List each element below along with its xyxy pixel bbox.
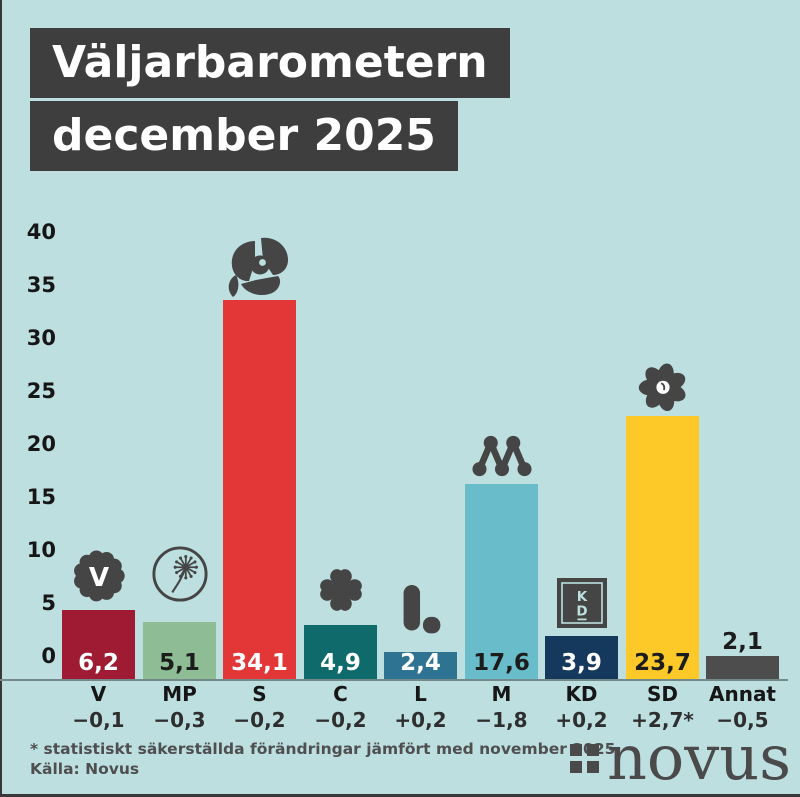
centerpartiet-clover-icon — [312, 561, 370, 619]
bar-value-MP: 5,1 — [159, 650, 200, 676]
change-label-KD: +0,2 — [555, 708, 608, 732]
bar-value-C: 4,9 — [320, 650, 361, 676]
party-label-C: C — [333, 682, 348, 706]
bar-value-V: 6,2 — [78, 650, 119, 676]
y-tick-label-0: 0 — [41, 644, 56, 668]
bar-S — [223, 300, 296, 679]
source-text: Källa: Novus — [30, 760, 140, 778]
bar-C — [304, 625, 377, 679]
change-label-S: −0,2 — [233, 708, 286, 732]
bar-KD — [545, 636, 618, 679]
party-label-L: L — [414, 682, 427, 706]
svg-text:V: V — [89, 563, 110, 593]
change-label-V: −0,1 — [72, 708, 125, 732]
party-label-KD: KD — [565, 682, 598, 706]
svg-text:D: D — [576, 604, 587, 620]
party-label-SD: SD — [646, 682, 678, 706]
moderaterna-m-icon — [472, 433, 532, 479]
footnote-text: * statistiskt säkerställda förändringar … — [30, 740, 622, 758]
party-label-MP: MP — [162, 682, 197, 706]
change-label-M: −1,8 — [475, 708, 528, 732]
svg-text:K: K — [577, 589, 588, 605]
socialdemokraterna-rose-icon — [227, 234, 293, 300]
bar-Annat — [706, 656, 779, 679]
bar-value-S: 34,1 — [231, 650, 288, 676]
y-tick-label-10: 10 — [26, 538, 56, 562]
bottom-edge-border — [0, 794, 800, 797]
change-label-C: −0,2 — [314, 708, 367, 732]
footer: * statistiskt säkerställda förändringar … — [30, 739, 621, 779]
kristdemokraterna-kd-icon: K D — [557, 578, 607, 628]
bar-value-L: 2,4 — [400, 650, 441, 676]
vansterpartiet-carnation-icon: V — [71, 547, 127, 603]
bar-SD — [626, 416, 699, 679]
party-label-M: M — [491, 682, 512, 706]
bar-value-M: 17,6 — [473, 650, 530, 676]
change-label-L: +0,2 — [394, 708, 447, 732]
novus-wordmark: novus — [607, 721, 792, 794]
change-label-Annat: −0,5 — [716, 708, 769, 732]
title-line-2: december 2025 — [30, 101, 458, 171]
y-tick-label-30: 30 — [26, 326, 56, 350]
y-tick-label-15: 15 — [26, 485, 56, 509]
novus-logo: novus — [570, 721, 792, 794]
left-edge-border — [0, 0, 2, 797]
party-label-S: S — [252, 682, 267, 706]
bar-L — [384, 652, 457, 679]
party-label-Annat: Annat — [708, 682, 776, 706]
bar-M — [465, 484, 538, 679]
title-line-1: Väljarbarometern — [30, 28, 510, 98]
page-title: Väljarbarometern december 2025 — [30, 28, 510, 171]
novus-squares-icon — [570, 743, 599, 773]
bar-MP — [143, 622, 216, 679]
sverigedemokraterna-flower-icon — [628, 359, 698, 412]
bar-V — [62, 610, 135, 679]
y-tick-label-5: 5 — [41, 591, 56, 615]
change-label-MP: −0,3 — [153, 708, 206, 732]
y-tick-label-25: 25 — [26, 379, 56, 403]
bar-value-KD: 3,9 — [561, 650, 602, 676]
change-label-SD: +2,7* — [631, 708, 694, 732]
bar-value-Annat: 2,1 — [722, 629, 763, 655]
y-tick-label-40: 40 — [26, 220, 56, 244]
y-tick-label-20: 20 — [26, 432, 56, 456]
party-label-V: V — [90, 682, 107, 706]
bar-value-SD: 23,7 — [634, 650, 691, 676]
liberalerna-l-icon — [397, 585, 445, 645]
x-axis-line — [0, 679, 788, 681]
y-tick-label-35: 35 — [26, 273, 56, 297]
miljopartiet-dandelion-icon — [151, 545, 209, 603]
